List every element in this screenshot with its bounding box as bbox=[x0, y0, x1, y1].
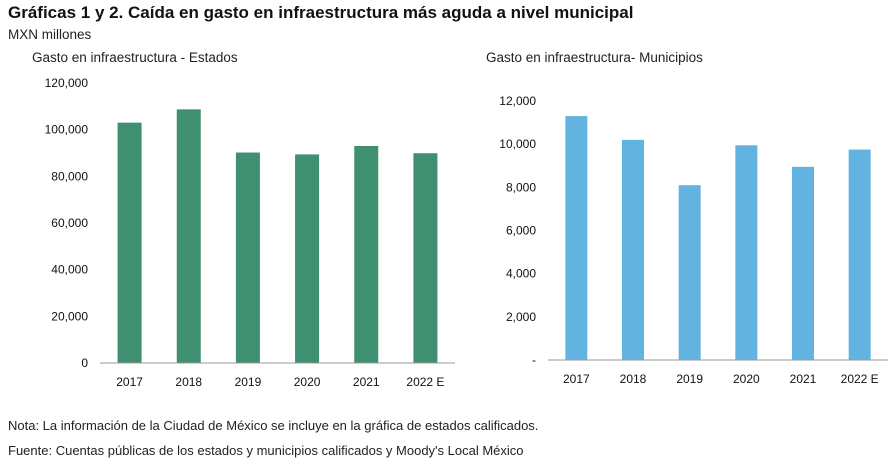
bar-chart-estados-svg: 0 20,000 40,000 60,000 80,000 100,000 120,000 2… bbox=[45, 76, 455, 389]
bar-2020 bbox=[735, 145, 758, 360]
y-tick-label: 2,000 bbox=[506, 310, 536, 324]
y-tick-label: 80,000 bbox=[51, 169, 88, 183]
x-tick-label: 2017 bbox=[116, 375, 143, 389]
y-tick-label: 120,000 bbox=[45, 76, 89, 90]
y-tick-label: 4,000 bbox=[506, 267, 536, 281]
x-tick-label: 2019 bbox=[676, 372, 703, 386]
bar-2022-e bbox=[848, 149, 871, 360]
footnote-source: Fuente: Cuentas públicas de los estados … bbox=[8, 443, 524, 458]
x-tick-label: 2017 bbox=[563, 372, 590, 386]
x-tick-label: 2022 E bbox=[406, 375, 444, 389]
chart-title-estados: Gasto en infraestructura - Estados bbox=[32, 50, 238, 65]
x-tick-label: 2021 bbox=[353, 375, 380, 389]
bar-2019 bbox=[678, 185, 701, 360]
y-tick-label: 0 bbox=[81, 356, 88, 370]
x-tick-label: 2020 bbox=[294, 375, 321, 389]
bar-chart-estados: 0 20,000 40,000 60,000 80,000 100,000 120,000 2… bbox=[0, 70, 470, 400]
bar-2022-e bbox=[413, 153, 438, 363]
y-tick-label: 8,000 bbox=[506, 180, 536, 194]
figure-title: Gráficas 1 y 2. Caída en gasto en infrae… bbox=[8, 3, 634, 22]
y-tick-label: 60,000 bbox=[51, 216, 88, 230]
bar-chart-municipios-svg: - 2,000 4,000 6,000 8,000 10,000 12,000 2017 201… bbox=[499, 94, 888, 386]
y-tick-label: 10,000 bbox=[499, 137, 536, 151]
bar-2018 bbox=[176, 109, 201, 363]
bar-2019 bbox=[235, 152, 260, 363]
x-tick-label: 2021 bbox=[790, 372, 817, 386]
units-label: MXN millones bbox=[8, 27, 92, 42]
bar-2017 bbox=[565, 116, 588, 360]
x-tick-label: 2022 E bbox=[841, 372, 879, 386]
x-tick-label: 2018 bbox=[620, 372, 647, 386]
bar-chart-municipios: - 2,000 4,000 6,000 8,000 10,000 12,000 2017 201… bbox=[470, 70, 896, 400]
x-tick-label: 2020 bbox=[733, 372, 760, 386]
y-tick-label: 20,000 bbox=[51, 309, 88, 323]
y-tick-label: 100,000 bbox=[45, 123, 89, 137]
y-tick-label: 12,000 bbox=[499, 94, 536, 108]
y-tick-label: 6,000 bbox=[506, 224, 536, 238]
bar-2018 bbox=[622, 139, 644, 360]
chart-title-municipios: Gasto en infraestructura- Municipios bbox=[486, 50, 703, 65]
bar-2021 bbox=[354, 146, 379, 363]
y-tick-label: - bbox=[532, 353, 536, 367]
bar-2020 bbox=[295, 154, 320, 363]
x-tick-label: 2018 bbox=[175, 375, 202, 389]
footnote-note: Nota: La información de la Ciudad de Méx… bbox=[8, 418, 539, 433]
x-tick-label: 2019 bbox=[235, 375, 262, 389]
y-tick-label: 40,000 bbox=[51, 263, 88, 277]
bar-2017 bbox=[117, 122, 142, 363]
bar-2021 bbox=[792, 166, 814, 360]
